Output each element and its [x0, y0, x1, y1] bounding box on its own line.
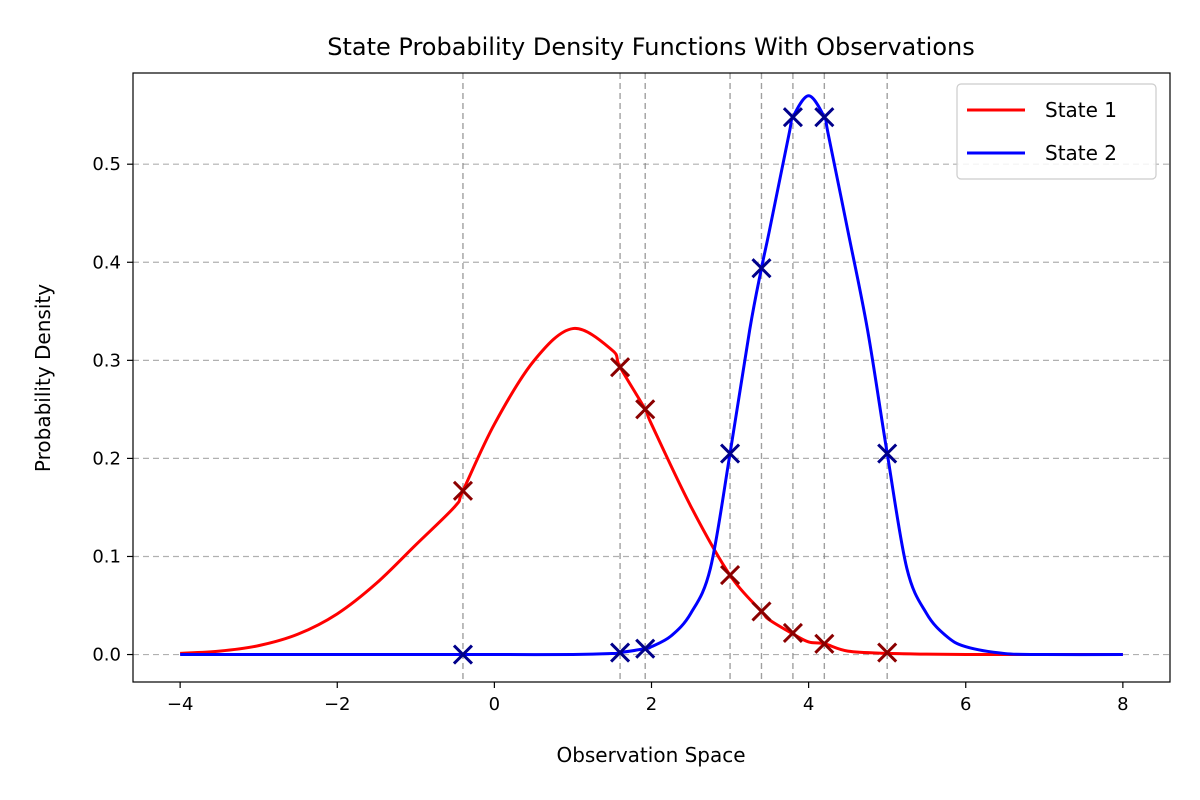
- state-1-observation-marker: [452, 480, 474, 501]
- y-tick-label: 0.5: [92, 154, 121, 175]
- x-tick-label: −2: [324, 694, 351, 715]
- x-axis-label: Observation Space: [556, 743, 745, 767]
- state-1-observation-marker: [751, 601, 772, 622]
- x-tick-label: −4: [167, 694, 194, 715]
- y-tick-label: 0.0: [92, 645, 121, 666]
- state-2-observation-marker: [610, 642, 631, 663]
- observation-markers: [452, 107, 898, 665]
- chart-title: State Probability Density Functions With…: [327, 33, 975, 61]
- state-1-observation-marker: [877, 642, 898, 663]
- x-tick-label: 0: [489, 694, 500, 715]
- legend-label-state-2: State 2: [1045, 141, 1117, 165]
- state-2-observation-marker: [877, 443, 898, 464]
- x-tick-label: 4: [803, 694, 814, 715]
- y-tick-label: 0.3: [92, 350, 121, 371]
- state-1-observation-marker: [610, 357, 631, 378]
- state-2-observation-marker: [751, 258, 772, 279]
- state-1-observation-marker: [635, 399, 656, 420]
- x-tick-label: 6: [960, 694, 971, 715]
- x-axis-ticks: −4 −2 0 2 4 6 8: [167, 682, 1129, 715]
- series-line-state-2: [180, 94, 1123, 657]
- series-line-state-1: [180, 327, 1123, 657]
- legend: State 1 State 2: [956, 83, 1157, 180]
- x-tick-label: 8: [1117, 694, 1128, 715]
- state-1-observation-marker: [720, 565, 741, 586]
- y-tick-label: 0.2: [92, 448, 121, 469]
- state-1-observation-marker: [814, 633, 835, 654]
- state-2-observation-marker: [814, 107, 835, 128]
- y-tick-label: 0.4: [92, 252, 121, 273]
- legend-label-state-1: State 1: [1045, 98, 1117, 122]
- observation-lines: [462, 73, 888, 682]
- state-2-observation-marker: [720, 443, 741, 464]
- y-axis-ticks: 0.0 0.1 0.2 0.3 0.4 0.5: [92, 154, 133, 666]
- state-2-observation-marker: [782, 107, 803, 128]
- y-tick-label: 0.1: [92, 546, 121, 567]
- y-axis-label: Probability Density: [31, 284, 55, 472]
- state-1-observation-marker: [782, 622, 803, 644]
- state-2-observation-marker: [452, 644, 474, 665]
- state-2-observation-marker: [635, 638, 656, 659]
- series-lines: [180, 94, 1123, 657]
- x-tick-label: 2: [646, 694, 657, 715]
- legend-box: [956, 83, 1157, 180]
